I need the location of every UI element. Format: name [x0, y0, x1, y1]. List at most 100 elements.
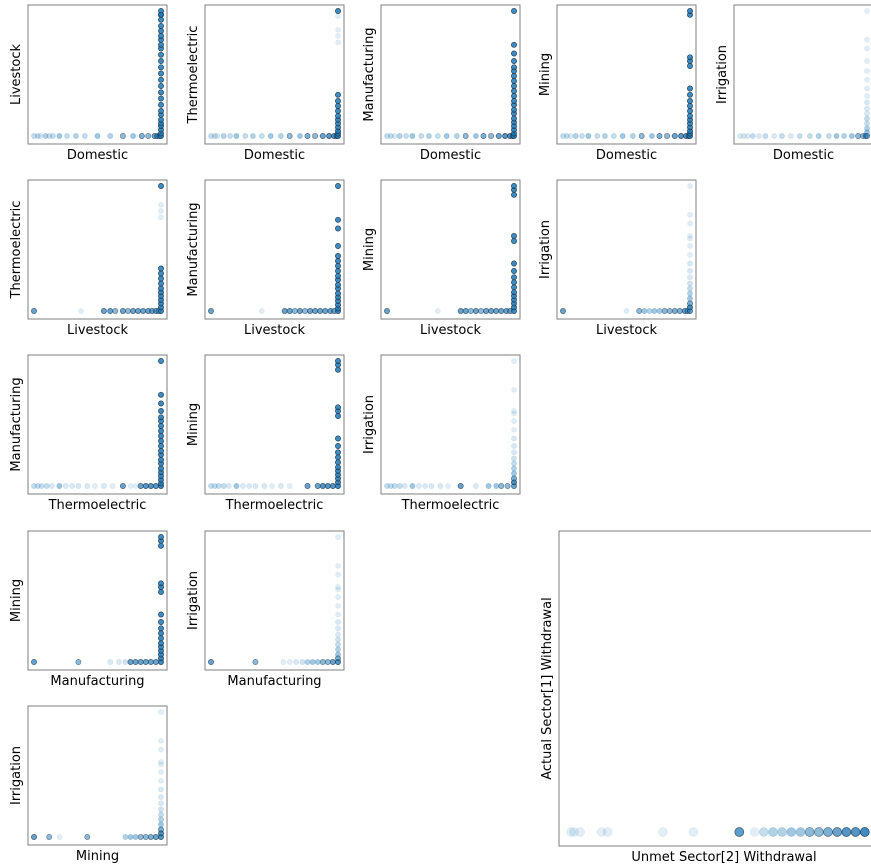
data-point [158, 807, 163, 812]
scatter-panel: LivestockIrrigation [538, 180, 696, 338]
data-point [438, 483, 443, 488]
data-points [31, 534, 163, 664]
data-point [335, 563, 340, 568]
data-point [158, 619, 163, 624]
data-point [158, 58, 163, 63]
data-point [128, 834, 133, 839]
axes-frame [205, 180, 344, 319]
x-axis-label: Mining [76, 849, 119, 864]
data-point [294, 659, 299, 664]
data-point [158, 636, 163, 641]
data-point [216, 483, 221, 488]
x-axis-label: Livestock [420, 323, 482, 338]
data-point [637, 308, 642, 313]
data-point [133, 483, 138, 488]
data-point [687, 281, 692, 286]
x-axis-label: Domestic [420, 148, 481, 163]
x-axis-label: Unmet Sector[2] Withdrawal [631, 850, 816, 865]
data-point [158, 52, 163, 57]
data-point [297, 133, 302, 138]
data-point [851, 828, 860, 837]
data-point [120, 308, 125, 313]
data-point [320, 659, 325, 664]
data-point [335, 113, 340, 118]
data-point [158, 42, 163, 47]
x-axis-label: Domestic [596, 148, 657, 163]
data-point [297, 308, 302, 313]
data-point [158, 433, 163, 438]
data-point [85, 834, 90, 839]
data-point [158, 276, 163, 281]
data-points [737, 8, 869, 138]
data-point [473, 483, 478, 488]
data-point [138, 659, 143, 664]
y-axis-label: Manufacturing [362, 27, 377, 121]
data-points [384, 8, 516, 138]
y-axis-label: Mining [186, 403, 201, 446]
scatter-panel: DomesticThermoelectric [186, 5, 344, 163]
data-point [864, 93, 869, 98]
data-point [864, 106, 869, 111]
data-point [864, 116, 869, 121]
x-axis-label: Manufacturing [50, 674, 144, 689]
data-point [158, 589, 163, 594]
data-point [330, 483, 335, 488]
data-point [158, 817, 163, 822]
data-point [123, 834, 128, 839]
data-point [250, 133, 255, 138]
data-points [208, 534, 340, 664]
data-point [511, 418, 516, 423]
data-point [158, 77, 163, 82]
data-point [756, 133, 761, 138]
data-point [335, 603, 340, 608]
data-point [511, 408, 516, 413]
data-point [667, 308, 672, 313]
data-point [57, 133, 62, 138]
data-points [567, 539, 871, 837]
data-point [687, 286, 692, 291]
data-point [158, 90, 163, 95]
data-point [745, 133, 750, 138]
data-point [335, 103, 340, 108]
data-point [611, 133, 616, 138]
data-point [657, 308, 662, 313]
data-point [687, 291, 692, 296]
data-point [335, 652, 340, 657]
data-point [76, 483, 81, 488]
axes-frame [734, 5, 871, 144]
scatter-panel: Domestic Livestock [9, 5, 167, 163]
data-point [158, 738, 163, 743]
data-point [335, 98, 340, 103]
data-point [143, 659, 148, 664]
data-point [778, 828, 787, 837]
data-point [335, 273, 340, 278]
data-point [335, 253, 340, 258]
data-point [278, 483, 283, 488]
data-point [856, 133, 861, 138]
data-point [335, 413, 340, 418]
data-point [335, 612, 340, 617]
scatter-panel: Domestic Mining [538, 5, 696, 163]
data-point [687, 268, 692, 273]
data-point [335, 405, 340, 410]
data-point [484, 308, 489, 313]
data-point [158, 581, 163, 586]
data-point [281, 659, 286, 664]
data-point [779, 133, 784, 138]
data-point [158, 759, 163, 764]
y-axis-label: Irrigation [538, 220, 553, 279]
data-point [511, 427, 516, 432]
data-point [158, 443, 163, 448]
data-point [335, 572, 340, 577]
scatter-panel: DomesticIrrigation [715, 5, 871, 163]
data-point [335, 217, 340, 222]
y-axis-label: Mining [538, 53, 553, 96]
data-point [672, 133, 677, 138]
data-point [146, 133, 151, 138]
data-point [158, 457, 163, 462]
data-point [215, 133, 220, 138]
y-axis-label: Irrigation [362, 395, 377, 454]
data-point [397, 483, 402, 488]
data-point [511, 358, 516, 363]
